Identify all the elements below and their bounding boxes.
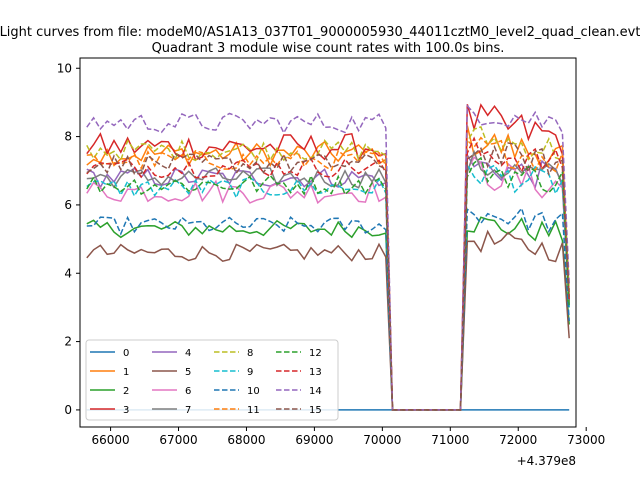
- legend-label: 10: [247, 386, 260, 397]
- series-line-9: [86, 161, 570, 411]
- y-tick-label: 2: [64, 335, 72, 349]
- series-line-3: [86, 103, 570, 411]
- legend-label: 12: [309, 348, 322, 359]
- legend-label: 14: [309, 386, 322, 397]
- legend-label: 0: [123, 348, 129, 359]
- legend-label: 11: [247, 405, 260, 416]
- legend-label: 4: [185, 348, 191, 359]
- chart-title: Quadrant 3 module wise count rates with …: [152, 41, 505, 56]
- axes-frame: [79, 57, 577, 428]
- series-line-12: [86, 156, 570, 411]
- y-tick-label: 4: [64, 266, 72, 280]
- y-tick-label: 0: [64, 403, 72, 417]
- legend-label: 9: [247, 367, 253, 378]
- x-offset-label: +4.379e8: [517, 454, 576, 468]
- x-tick-label: 71000: [431, 433, 469, 447]
- x-tick-label: 68000: [227, 433, 265, 447]
- x-tick-label: 66000: [91, 433, 129, 447]
- series-line-1: [86, 125, 570, 411]
- y-tick-label: 6: [64, 198, 72, 212]
- series-line-5: [86, 229, 570, 411]
- chart-suptitle: Light curves from file: modeM0/AS1A13_03…: [0, 25, 640, 40]
- plot-area: [86, 103, 570, 411]
- legend-box: [85, 339, 339, 421]
- series-line-13: [86, 136, 570, 411]
- series-line-10: [86, 206, 570, 411]
- x-axis: 66000 67000 68000 69000 70000 71000 72000 73000: [91, 427, 605, 447]
- legend-label: 2: [123, 386, 129, 397]
- legend-label: 13: [309, 367, 322, 378]
- series-line-14: [86, 104, 570, 411]
- legend-label: 1: [123, 367, 129, 378]
- legend-label: 8: [247, 348, 253, 359]
- x-tick-label: 70000: [363, 433, 401, 447]
- series-line-11: [86, 136, 570, 411]
- series-line-6: [86, 156, 570, 411]
- legend-label: 5: [185, 367, 191, 378]
- x-tick-label: 69000: [295, 433, 333, 447]
- y-axis: 0 2 4 6 8 10: [57, 61, 80, 417]
- y-tick-label: 10: [57, 61, 72, 75]
- series-line-8: [86, 125, 570, 411]
- legend-label: 7: [185, 405, 191, 416]
- x-tick-label: 72000: [499, 433, 537, 447]
- series-line-7: [86, 149, 570, 411]
- legend-label: 3: [123, 405, 129, 416]
- legend-label: 6: [185, 386, 191, 397]
- legend-label: 15: [309, 405, 322, 416]
- x-tick-label: 73000: [567, 433, 605, 447]
- y-tick-label: 8: [64, 130, 72, 144]
- x-tick-label: 67000: [159, 433, 197, 447]
